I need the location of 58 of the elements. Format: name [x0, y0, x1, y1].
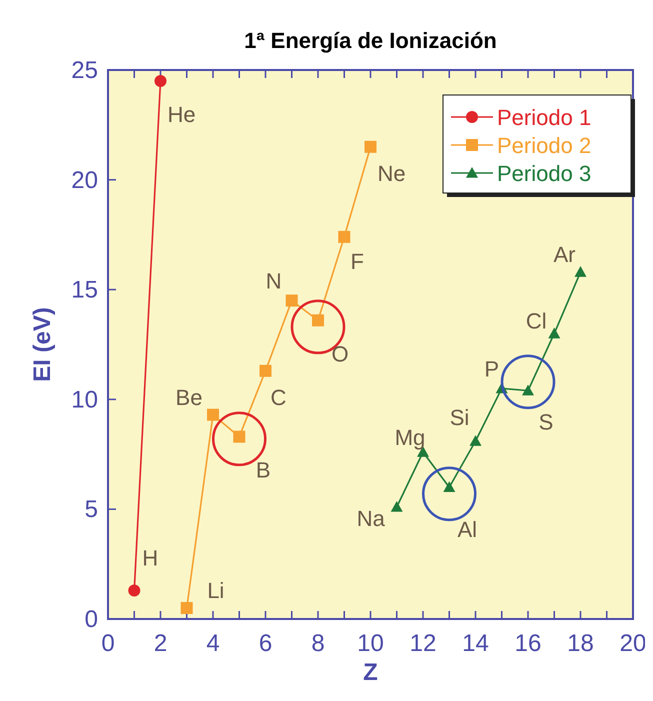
x-tick-label: 0 — [101, 630, 115, 657]
annotation: B — [256, 458, 271, 483]
point — [260, 364, 272, 377]
point — [422, 466, 476, 522]
annotation: Si — [450, 405, 470, 430]
chart-title: 1ª Energía de Ionización — [244, 28, 497, 53]
point — [443, 481, 456, 492]
x-axis-title: Z — [363, 659, 378, 686]
y-tick-label: 20 — [71, 166, 98, 194]
y-axis-title: EI (eV) — [29, 307, 56, 382]
y-tick-label: 25 — [71, 57, 98, 84]
y-tick-label: 15 — [71, 276, 98, 304]
annotation: C — [270, 384, 287, 410]
y-tick-label: 5 — [84, 496, 98, 524]
annotation: Na — [356, 506, 386, 532]
point — [500, 354, 556, 410]
annotation: He — [167, 102, 196, 127]
x-tick-label: 4 — [206, 630, 220, 657]
annotation: Li — [207, 578, 224, 604]
x-tick-label: 18 — [567, 630, 594, 657]
point — [233, 430, 246, 443]
annotation: Be — [176, 384, 202, 410]
annotation: Ne — [377, 160, 406, 186]
annotation: Mg — [394, 425, 426, 450]
point — [338, 230, 350, 243]
annotation: S — [538, 410, 554, 435]
point — [548, 328, 560, 338]
point — [390, 501, 403, 512]
point — [312, 314, 324, 326]
point — [574, 266, 586, 277]
annotation: Ar — [554, 242, 576, 268]
annotation: Cl — [526, 308, 547, 334]
x-tick-label: 8 — [311, 630, 325, 657]
x-tick-label: 14 — [462, 630, 489, 657]
legend-label: Periodo 2 — [497, 133, 592, 158]
y-tick-label: 10 — [71, 386, 98, 414]
point — [522, 384, 534, 396]
point — [470, 435, 482, 446]
annotation: F — [350, 248, 364, 274]
point — [286, 294, 298, 307]
point — [207, 408, 219, 421]
annotation: O — [331, 341, 349, 366]
annotation: P — [484, 356, 500, 382]
y-tick-label: 0 — [84, 606, 98, 633]
point — [364, 140, 376, 153]
point — [154, 74, 166, 87]
annotation: N — [266, 268, 282, 294]
annotation: H — [142, 545, 158, 570]
point — [180, 602, 193, 614]
annotation: Al — [457, 517, 478, 542]
x-tick-label: 16 — [514, 630, 542, 657]
x-tick-label: 2 — [154, 630, 168, 657]
x-tick-label: 10 — [357, 630, 384, 657]
legend-label: Periodo 1 — [497, 105, 592, 130]
x-tick-label: 12 — [410, 630, 436, 657]
legend-label: Periodo 3 — [497, 161, 592, 186]
x-tick-label: 6 — [258, 630, 272, 657]
point — [128, 584, 140, 596]
